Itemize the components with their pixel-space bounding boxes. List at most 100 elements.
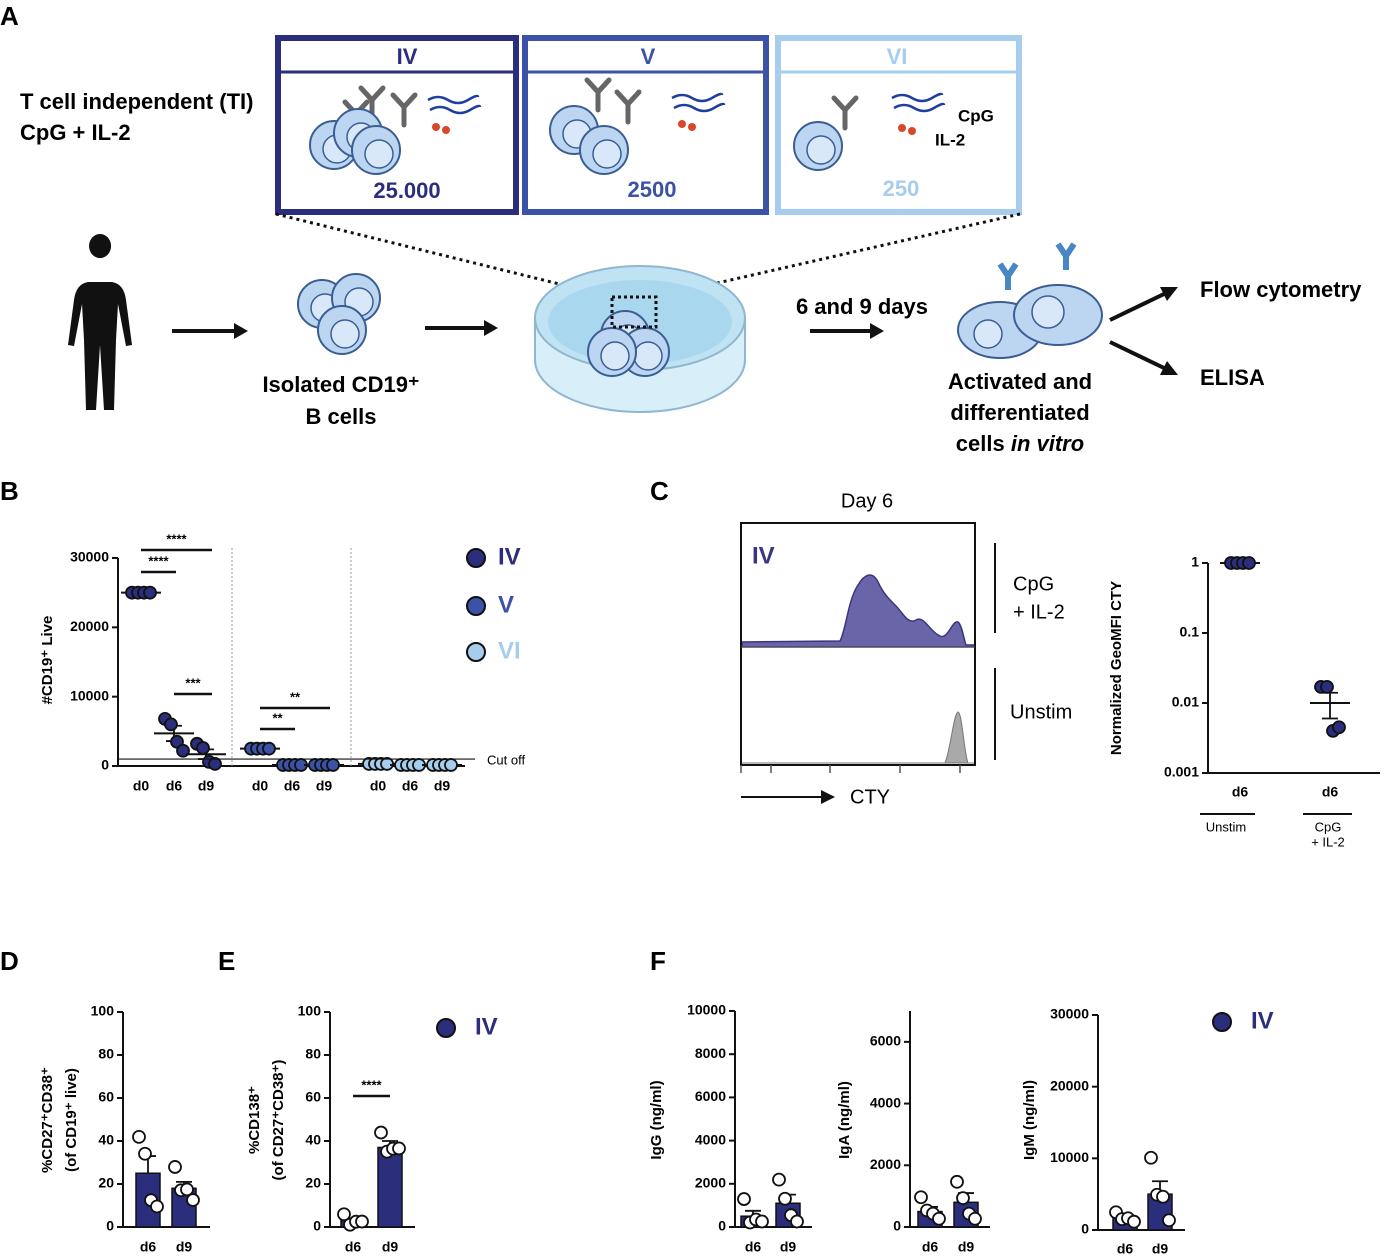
x-tick-label: d9 xyxy=(434,778,451,794)
y-tick-label: 100 xyxy=(298,1003,322,1019)
x-tick-label: d9 xyxy=(780,1239,797,1255)
legend-label: V xyxy=(498,591,514,618)
condition-title: V xyxy=(641,44,656,69)
panel-label: E xyxy=(218,946,235,976)
arrow-head xyxy=(234,323,248,339)
data-point xyxy=(326,758,340,772)
histogram-fill xyxy=(742,711,975,764)
legend-label: IV xyxy=(498,543,521,570)
y-tick-label: 0 xyxy=(893,1218,901,1234)
y-axis-label: (of CD19⁺ live) xyxy=(63,1068,80,1172)
y-tick-label: 10000 xyxy=(70,687,109,703)
cell xyxy=(317,305,367,355)
x-tick-label: d6 xyxy=(1322,784,1339,800)
data-point xyxy=(337,1207,351,1222)
y-tick-label: 0 xyxy=(718,1218,726,1234)
x-tick-label: d0 xyxy=(370,778,387,794)
panel-label: D xyxy=(0,946,19,976)
data-point xyxy=(790,1214,804,1229)
readout: Flow cytometry xyxy=(1200,277,1362,302)
y-tick-label: 0 xyxy=(106,1218,114,1234)
histogram-fill xyxy=(741,574,976,648)
x-tick-label: d6 xyxy=(140,1239,157,1255)
hist-frame xyxy=(740,522,976,766)
cell-count: 250 xyxy=(883,176,920,201)
x-tick-label: d6 xyxy=(922,1239,939,1255)
y-tick-label: 30000 xyxy=(70,549,109,565)
stimulus: CpG + IL-2 xyxy=(20,120,131,145)
data-point xyxy=(1162,1213,1176,1228)
y-tick-label: 0.1 xyxy=(1180,624,1200,640)
y-tick-label: 4000 xyxy=(695,1131,726,1147)
y-axis-label: IgA (ng/ml) xyxy=(836,1081,853,1159)
cell xyxy=(793,121,843,171)
x-tick-label: d0 xyxy=(252,778,269,794)
cell xyxy=(351,125,401,175)
zoom-line xyxy=(275,212,613,299)
result-text: in vitro xyxy=(1011,431,1084,456)
data-point xyxy=(132,1129,146,1144)
data-point xyxy=(1332,720,1346,735)
data-point xyxy=(208,757,222,771)
data-point xyxy=(180,1182,194,1197)
arrow-head xyxy=(1160,361,1178,375)
data-point xyxy=(186,1193,200,1207)
significance-label: **** xyxy=(148,553,169,568)
y-tick-label: 6000 xyxy=(870,1033,901,1049)
readout: ELISA xyxy=(1200,365,1265,390)
error-bar-lower xyxy=(1322,703,1338,720)
cell xyxy=(579,125,629,175)
y-tick-label: 20 xyxy=(98,1175,114,1191)
x-tick-label: d9 xyxy=(958,1239,975,1255)
y-tick-label: 0 xyxy=(101,757,109,773)
x-tick-label: d6 xyxy=(284,778,301,794)
y-tick-label: 2000 xyxy=(695,1175,726,1191)
x-tick-label: d6 xyxy=(402,778,419,794)
result-label: differentiated xyxy=(950,400,1089,425)
x-tick-label: d6 xyxy=(1117,1241,1134,1257)
y-tick-label: 80 xyxy=(305,1046,321,1062)
antibody xyxy=(393,95,415,125)
y-tick-label: 10000 xyxy=(687,1002,726,1018)
y-axis-label: IgG (ng/ml) xyxy=(648,1080,665,1159)
data-point xyxy=(196,741,210,755)
y-tick-label: 1 xyxy=(1191,554,1199,570)
reagent-label: IL-2 xyxy=(935,130,965,149)
nucleus xyxy=(1031,295,1065,329)
condition-box xyxy=(275,35,519,215)
y-tick-label: 10000 xyxy=(1050,1149,1089,1165)
data-point xyxy=(262,741,276,756)
result-text: cells xyxy=(956,431,1011,456)
arrow xyxy=(1109,340,1165,370)
group-label: + IL-2 xyxy=(1311,834,1345,849)
panel-label: B xyxy=(0,476,19,506)
x-tick-label: d9 xyxy=(198,778,215,794)
y-tick-label: 20000 xyxy=(70,618,109,634)
y-tick-label: 80 xyxy=(98,1046,114,1062)
legend-marker xyxy=(436,1018,456,1038)
y-tick-label: 4000 xyxy=(870,1094,901,1110)
hist-sample: IV xyxy=(752,542,775,569)
data-point xyxy=(138,1146,152,1161)
significance-label: ** xyxy=(290,689,301,704)
antibody xyxy=(617,92,639,122)
y-tick-label: 0 xyxy=(313,1218,321,1234)
condition-box xyxy=(522,35,769,215)
condition-label: Unstim xyxy=(1010,701,1072,723)
error-bar xyxy=(1322,691,1338,703)
condition-label: CpG xyxy=(1013,573,1054,595)
significance-label: ** xyxy=(272,710,283,725)
data-point xyxy=(968,1211,982,1226)
data-point xyxy=(444,758,458,772)
arrow xyxy=(1109,292,1165,322)
data-point xyxy=(1242,556,1256,570)
il2 xyxy=(898,124,916,135)
data-point xyxy=(392,1141,406,1156)
data-point xyxy=(1127,1214,1141,1229)
result-label: cells in vitro xyxy=(956,431,1084,456)
hist-ticks xyxy=(740,765,961,773)
legend-label: IV xyxy=(475,1013,498,1040)
data-point xyxy=(772,1172,786,1187)
y-tick-label: 30000 xyxy=(1050,1006,1089,1022)
y-tick-label: 8000 xyxy=(695,1045,726,1061)
